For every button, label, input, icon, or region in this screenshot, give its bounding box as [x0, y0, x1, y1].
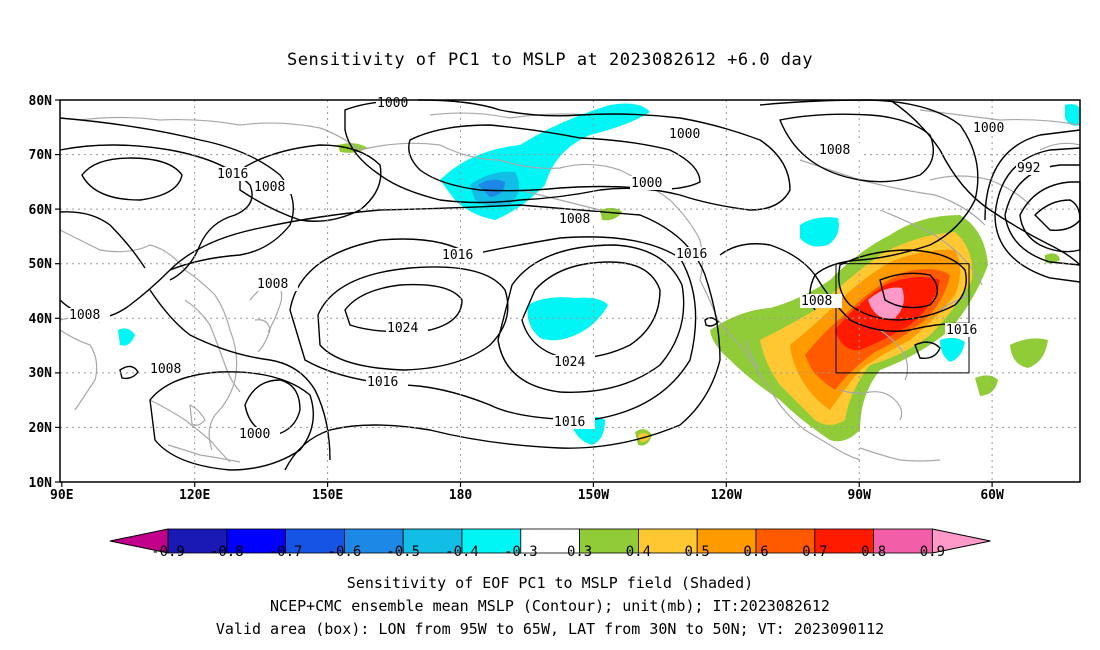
colorbar-label: -0.9: [151, 544, 185, 560]
contour-label: 1008: [559, 212, 590, 227]
colorbar-box: [696, 528, 757, 554]
contour-label: 1000: [631, 176, 662, 191]
contour-label: 992: [1017, 161, 1040, 176]
colorbar-label: 0.6: [743, 544, 768, 560]
colorbar: -0.9 -0.8 -0.7 -0.6 -0.5 -0.4 -0.3 0.3 0.4 0.5 0.6…: [109, 528, 991, 560]
contour-label: 1008: [69, 308, 100, 323]
lon-label: 150E: [312, 488, 343, 503]
colorbar-box: [343, 528, 404, 554]
valid-area-box: [835, 263, 970, 374]
shade-pink-na: [868, 287, 904, 319]
colorbar-label: -0.4: [445, 544, 479, 560]
colorbar-label: 0.3: [567, 544, 592, 560]
map-panel: 1000 1000 1000 1000 992 1008 1008 1008 1…: [29, 94, 1081, 503]
contour-label: 1016: [676, 247, 707, 262]
lat-label: 40N: [29, 312, 53, 327]
colorbar-label: -0.8: [210, 544, 244, 560]
lon-label: 60W: [980, 488, 1004, 503]
colorbar-box: [755, 528, 816, 554]
shade-green-atlantic: [1010, 338, 1048, 368]
contour-label: 1000: [239, 427, 270, 442]
map-title: Sensitivity of PC1 to MSLP at 2023082612…: [286, 50, 813, 70]
contour-label: 1000: [377, 96, 408, 111]
map-frame: [59, 99, 1081, 483]
contour-label: 1016: [217, 167, 248, 182]
lat-label: 70N: [29, 148, 53, 163]
tick-layer: [55, 99, 993, 487]
lon-label: 90E: [50, 488, 73, 503]
colorbar-box: [520, 528, 580, 554]
footer-line-2: NCEP+CMC ensemble mean MSLP (Contour); u…: [270, 597, 830, 615]
contour-label: 1024: [387, 321, 418, 336]
colorbar-box: [814, 528, 874, 554]
shade-negative-westasia: [118, 328, 135, 346]
contour-label: 1008: [801, 294, 832, 309]
lon-label-layer: 90E 120E 150E 180 150W 120W 90W 60W: [50, 488, 1004, 503]
footer-line-1: Sensitivity of EOF PC1 to MSLP field (Sh…: [346, 574, 754, 592]
lon-label: 120W: [711, 488, 742, 503]
contour-label: 1016: [442, 248, 473, 263]
colorbar-label: -0.3: [504, 544, 538, 560]
lat-label-layer: 80N 70N 60N 50N 40N 30N 20N 10N: [29, 94, 53, 491]
shade-negative-siberia-inner: [478, 179, 505, 197]
colorbar-label: 0.5: [685, 544, 710, 560]
contour-label: 1016: [946, 323, 977, 338]
shade-negative-atlantic: [940, 337, 965, 362]
shade-negative-pacific: [527, 297, 608, 341]
contour-label: 1024: [554, 355, 585, 370]
grid-layer: [60, 100, 1080, 482]
colorbar-label: 0.9: [920, 544, 945, 560]
colorbar-box: [579, 528, 639, 554]
lat-label: 60N: [29, 203, 53, 218]
lat-label: 80N: [29, 94, 53, 109]
colorbar-box: [226, 528, 287, 554]
lat-label: 20N: [29, 421, 53, 436]
lon-label: 180: [449, 488, 473, 503]
colorbar-label: -0.6: [328, 544, 362, 560]
colorbar-box: [167, 528, 228, 554]
colorbar-label: -0.5: [386, 544, 420, 560]
contour-label: 1000: [973, 121, 1004, 136]
shade-negative-canada: [800, 217, 839, 247]
contour-label: 1016: [554, 415, 585, 430]
colorbar-label: 0.8: [861, 544, 886, 560]
lon-label: 150W: [578, 488, 609, 503]
contour-label: 1008: [150, 362, 181, 377]
contour-label: 1008: [254, 180, 285, 195]
colorbar-arrow-right: [931, 528, 991, 554]
lat-label: 30N: [29, 366, 53, 381]
colorbar-label: -0.7: [269, 544, 303, 560]
colorbar-label: 0.4: [626, 544, 651, 560]
footer-line-3: Valid area (box): LON from 95W to 65W, L…: [215, 620, 885, 638]
lon-label: 120E: [179, 488, 210, 503]
coastline-layer: [59, 109, 1081, 463]
shade-green-bering: [600, 207, 622, 221]
shade-green-bermuda: [975, 375, 998, 396]
lat-label: 10N: [29, 476, 53, 491]
lon-label: 90W: [847, 488, 871, 503]
contour-label: 1016: [367, 375, 398, 390]
lat-label: 50N: [29, 257, 53, 272]
contour-label: 1008: [819, 143, 850, 158]
shade-negative-arctic: [1065, 104, 1080, 126]
colorbar-box: [402, 528, 463, 554]
colorbar-label: 0.7: [802, 544, 827, 560]
contour-label: 1008: [257, 277, 288, 292]
contour-label: 1000: [669, 127, 700, 142]
